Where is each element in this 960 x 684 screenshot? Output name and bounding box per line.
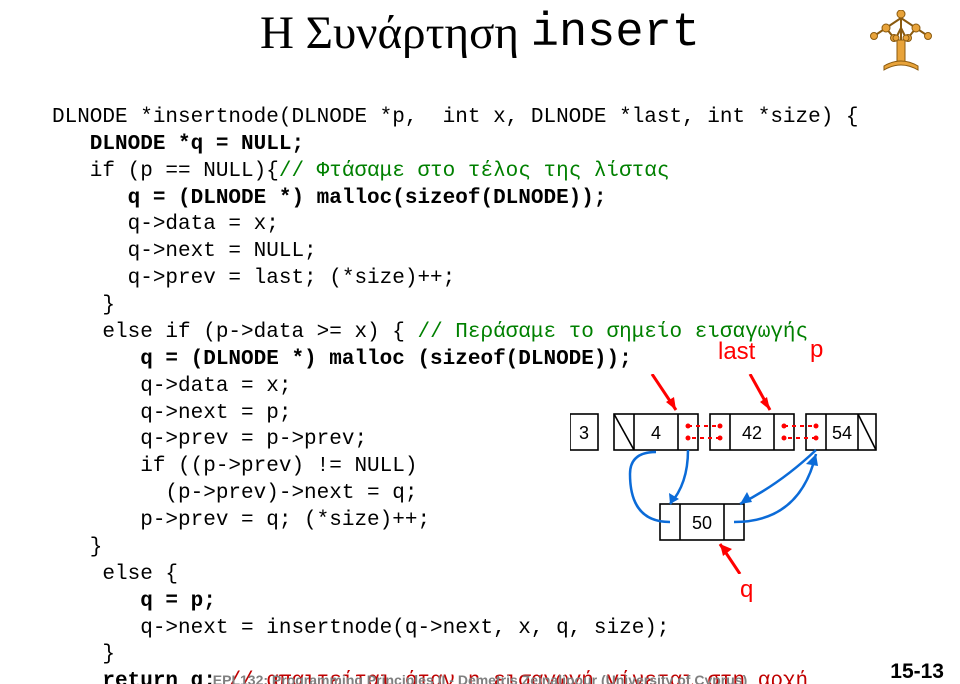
code-l10: q = (DLNODE *) malloc (sizeof(DLNODE));	[52, 348, 632, 371]
linked-list-diagram: 3 4 42 54	[570, 374, 880, 564]
code-l16: p->prev = q; (*size)++;	[52, 509, 430, 532]
code-l1a: DLNODE *insertnode(DLNODE *p,	[52, 106, 430, 129]
code-l11: q->data = x;	[52, 375, 291, 398]
code-l4: q = (DLNODE *) malloc(sizeof(DLNODE));	[52, 187, 607, 210]
code-l5: q->data = x;	[52, 213, 279, 236]
node-42: 42	[742, 423, 762, 443]
code-l12: q->next = p;	[52, 402, 291, 425]
node-index: 3	[579, 423, 589, 443]
code-l2: DLNODE *q = NULL;	[52, 133, 304, 156]
node-54: 54	[832, 423, 852, 443]
code-l7: q->prev = last; (*size)++;	[52, 267, 455, 290]
page-number: 15-13	[890, 660, 944, 684]
label-last: last	[718, 338, 755, 366]
code-l14: if ((p->prev) != NULL)	[52, 455, 417, 478]
code-l19: q = p;	[52, 590, 216, 613]
code-l6: q->next = NULL;	[52, 240, 317, 263]
code-l13: q->prev = p->prev;	[52, 428, 367, 451]
code-l3a: if (p == NULL){	[52, 160, 279, 183]
code-l21: }	[52, 643, 115, 666]
slide-root: Η Συνάρτηση insert DLNODE *insertnode(DL…	[0, 6, 960, 684]
title-mono: insert	[531, 7, 700, 60]
title-main: Η Συνάρτηση	[260, 6, 531, 60]
code-l3b: // Φτάσαμε στο τέλος της λίστας	[279, 160, 670, 183]
code-l17: }	[52, 536, 102, 559]
code-l8: }	[52, 294, 115, 317]
footer: EPL132: Programming Principles II - Deme…	[0, 672, 960, 684]
label-p: p	[810, 336, 823, 364]
logo	[866, 10, 936, 77]
code-l1b: int x, DLNODE *last, int *size) {	[430, 106, 858, 129]
code-l18: else {	[52, 563, 178, 586]
code-l9a: else if (p->data >= x) {	[52, 321, 417, 344]
code-l15: (p->prev)->next = q;	[52, 482, 417, 505]
code-l20: q->next = insertnode(q->next, x, q, size…	[52, 617, 670, 640]
node-4: 4	[651, 423, 661, 443]
label-q: q	[740, 576, 753, 604]
title-row: Η Συνάρτηση insert	[0, 6, 960, 60]
node-50: 50	[692, 513, 712, 533]
